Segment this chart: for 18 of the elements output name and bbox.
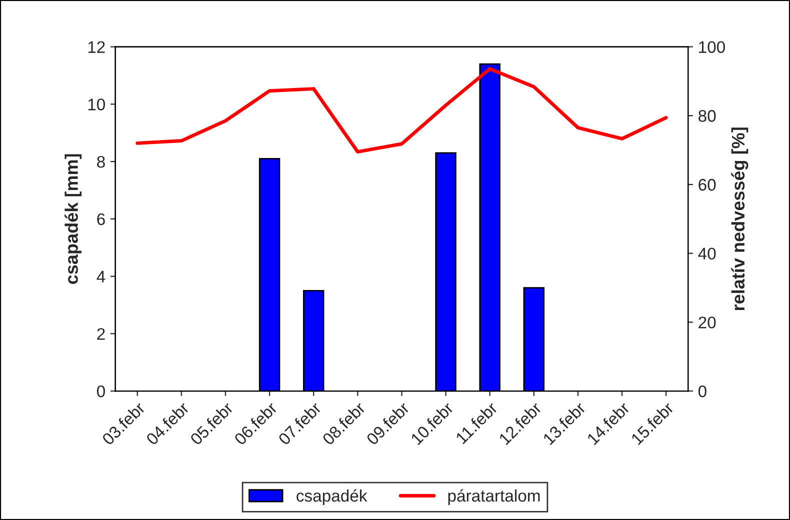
- y-tick-label: 0: [97, 385, 105, 398]
- y-tick-label: 2: [97, 328, 105, 340]
- y-tick-label: 6: [97, 213, 105, 226]
- y-axis-title: csapadék [mm]: [64, 154, 82, 284]
- y2-tick-label: 0: [698, 385, 706, 398]
- y2-tick-label: 60: [698, 178, 716, 191]
- y-tick-label: 8: [97, 156, 105, 168]
- legend-label: páratartalom: [448, 489, 540, 505]
- y-tick-label: 10: [88, 98, 105, 110]
- y2-axis-title: relatív nedvesség [%]: [731, 128, 748, 310]
- y2-tick-label: 100: [699, 41, 725, 54]
- y2-tick-label: 20: [698, 316, 716, 328]
- y2-tick-label: 80: [698, 110, 716, 122]
- line-series: [136, 67, 668, 154]
- y-tick-label: 4: [96, 270, 106, 282]
- y2-tick-label: 40: [698, 248, 716, 260]
- legend-label: csapadék: [296, 489, 368, 505]
- y-tick-label: 12: [88, 41, 105, 53]
